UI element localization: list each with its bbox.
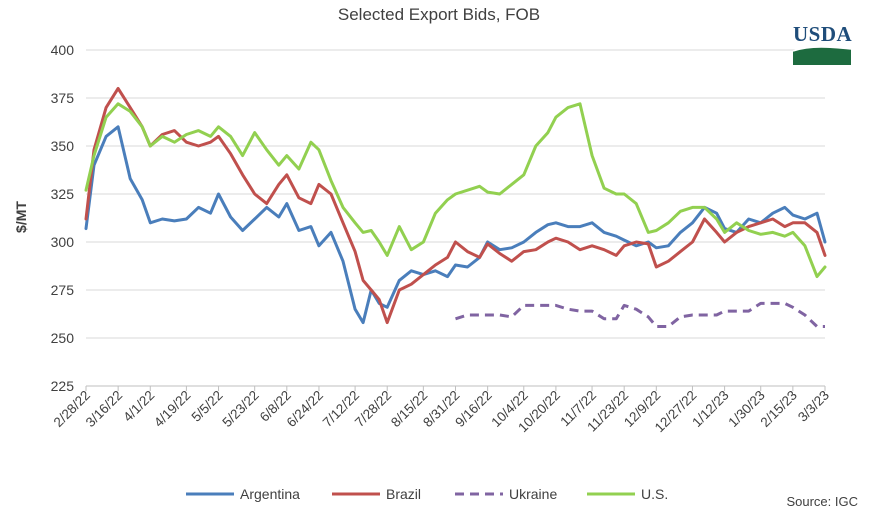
x-tick-label: 6/24/22	[284, 388, 326, 430]
legend-label: Argentina	[240, 486, 300, 502]
x-tick-label: 4/19/22	[151, 388, 193, 430]
usda-logo-graphic	[792, 46, 852, 65]
x-tick-label: 7/28/22	[352, 388, 394, 430]
x-tick-label: 3/3/23	[795, 388, 832, 425]
legend-label: U.S.	[641, 486, 668, 502]
x-tick-label: 5/23/22	[219, 388, 261, 430]
chart-title: Selected Export Bids, FOB	[338, 5, 540, 24]
x-tick-label: 3/16/22	[83, 388, 125, 430]
x-tick-label: 9/16/22	[452, 388, 494, 430]
y-tick-label: 400	[51, 42, 75, 58]
usda-logo-text: USDA	[793, 22, 853, 46]
source-note: Source: IGC	[786, 494, 858, 509]
y-tick-labels: 225 250 275 300 325 350 375 400	[51, 42, 75, 394]
y-tick-label: 375	[51, 90, 75, 106]
y-tick-label: 350	[51, 138, 75, 154]
legend: Argentina Brazil Ukraine U.S.	[186, 486, 668, 502]
y-tick-label: 325	[51, 186, 75, 202]
y-tick-label: 275	[51, 282, 75, 298]
x-axis: 2/28/223/16/224/1/224/19/225/5/225/23/22…	[51, 385, 832, 435]
x-tick-label: 2/15/23	[758, 388, 800, 430]
series-line-argentina	[84, 125, 827, 325]
series-line-ukraine	[455, 301, 825, 328]
x-tick-label: 1/12/23	[689, 388, 731, 430]
y-tick-label: 300	[51, 234, 75, 250]
legend-label: Brazil	[386, 486, 421, 502]
y-tick-label: 250	[51, 330, 75, 346]
series-lines	[84, 86, 827, 328]
y-tick-label: 225	[51, 378, 75, 394]
usda-logo: USDA	[792, 22, 853, 66]
legend-label: Ukraine	[509, 486, 557, 502]
y-axis-label: $/MT	[13, 201, 29, 233]
series-line-brazil	[84, 86, 827, 325]
series-line-u-s	[84, 102, 827, 279]
